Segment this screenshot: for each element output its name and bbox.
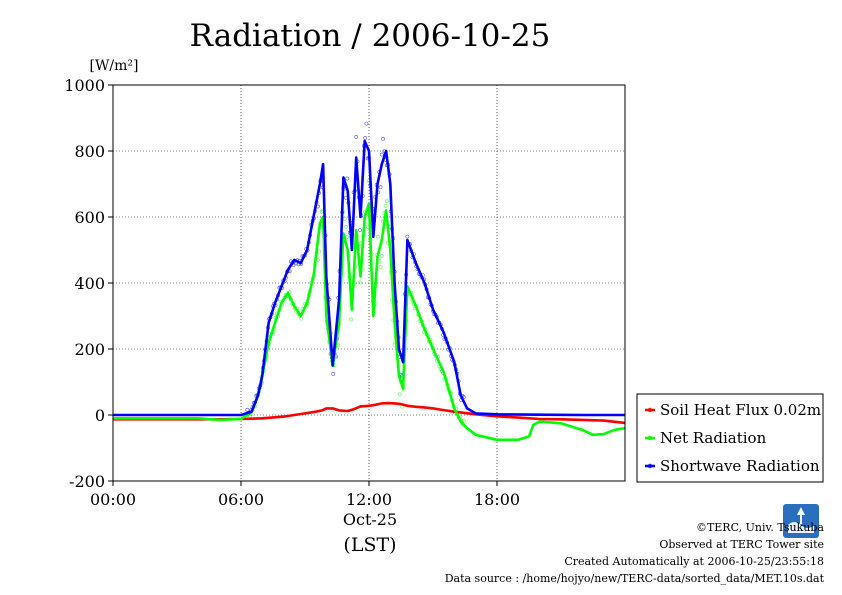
sample-point [342,216,347,221]
sample-point [299,316,304,321]
y-axis-unit-label: [W/m²] [90,58,139,74]
y-tick-label: 600 [74,208,105,227]
sample-point [461,418,466,423]
y-tick-label: 800 [74,142,105,161]
legend-label: Soil Heat Flux 0.02m [660,401,821,419]
sample-point [349,317,353,322]
series-lines [113,139,626,442]
x-tick-label: 12:00 [346,490,392,509]
terc-logo-icon [783,504,819,538]
sample-point [405,234,410,239]
sample-point [345,235,350,239]
y-tick-label: 0 [95,406,105,425]
sample-point [358,280,362,285]
sample-point [331,371,336,376]
sample-point [344,224,348,229]
x-tick-label: 18:00 [474,490,520,509]
footer-created: Created Automatically at 2006-10-25/23:5… [564,555,824,568]
series-line [113,202,626,442]
legend-box [636,393,824,483]
sample-point [317,249,321,254]
y-axis-ticks: -200 0 200 400 600 800 1000 [64,76,113,491]
chart-title: Radiation / 2006-10-25 [190,18,551,54]
sample-point [383,204,388,208]
sample-point [379,152,384,157]
sample-point [345,176,350,181]
x-axis-ticks: 00:00 06:00 12:00 18:00 [90,481,520,509]
series-line [113,401,626,425]
sample-point [378,265,383,269]
y-tick-label: 200 [74,340,105,359]
y-tick-label: -200 [69,472,105,491]
chart-legend: Soil Heat Flux 0.02m Net Radiation Shortwa… [636,393,824,483]
x-axis-title: (LST) [343,534,396,556]
sample-point [379,254,384,258]
sample-point [378,185,383,190]
legend-label: Net Radiation [660,429,767,447]
legend-label: Shortwave Radiation [660,457,820,475]
sample-point [363,136,368,140]
footer-site: Observed at TERC Tower site [659,538,824,551]
sample-point [397,392,402,397]
sample-point [381,137,385,141]
footer-source: Data source : /home/hojyo/new/TERC-data/… [444,572,824,585]
y-tick-label: 400 [74,274,105,293]
y-tick-label: 1000 [64,76,105,95]
sample-point [376,234,380,239]
x-tick-label: 00:00 [90,490,136,509]
footer-copyright: ©TERC, Univ. Tsukuba [695,521,824,534]
sample-point [364,121,369,126]
x-axis-date-label: Oct-25 [343,510,397,529]
x-tick-label: 06:00 [218,490,264,509]
sample-point [245,407,250,412]
legend-marker [647,407,653,413]
sample-point [385,199,389,204]
legend-marker [647,463,653,469]
series-line [113,139,625,417]
sample-point [358,228,362,233]
legend-marker [647,435,653,441]
sample-point [354,135,359,139]
